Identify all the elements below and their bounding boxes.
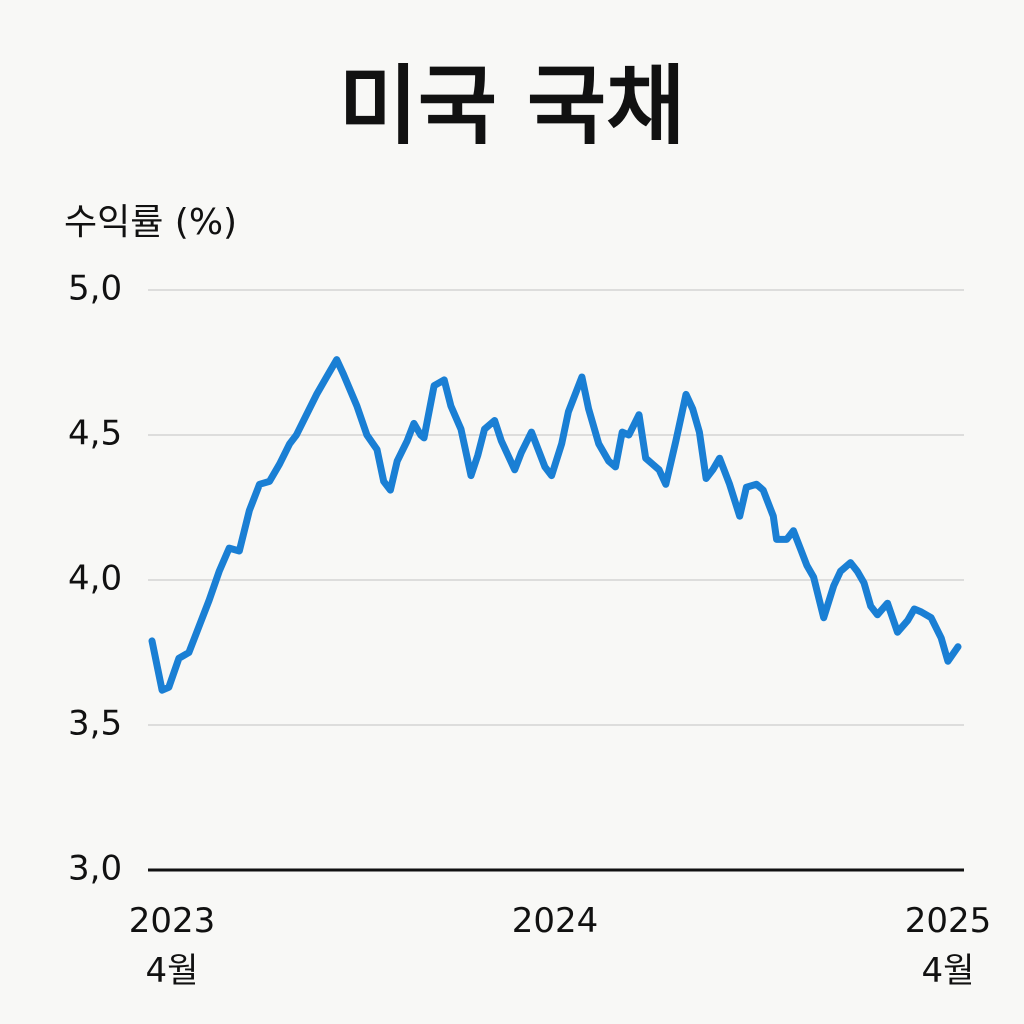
y-tick-label: 3,5: [68, 704, 122, 744]
data-line: [148, 356, 962, 694]
y-axis-label: 수익률 (%): [64, 202, 237, 243]
y-tick-label: 5,0: [68, 269, 122, 309]
x-tick-label: 2025 4월: [904, 901, 992, 991]
y-tick-label: 3,0: [68, 849, 122, 889]
x-tick-label: 2023 4월: [128, 901, 216, 991]
y-tick-label: 4,0: [68, 559, 122, 599]
chart-title: 미국 국채: [339, 56, 685, 156]
y-tick-label: 4,5: [68, 414, 122, 454]
x-tick-label: 2024: [511, 901, 599, 941]
